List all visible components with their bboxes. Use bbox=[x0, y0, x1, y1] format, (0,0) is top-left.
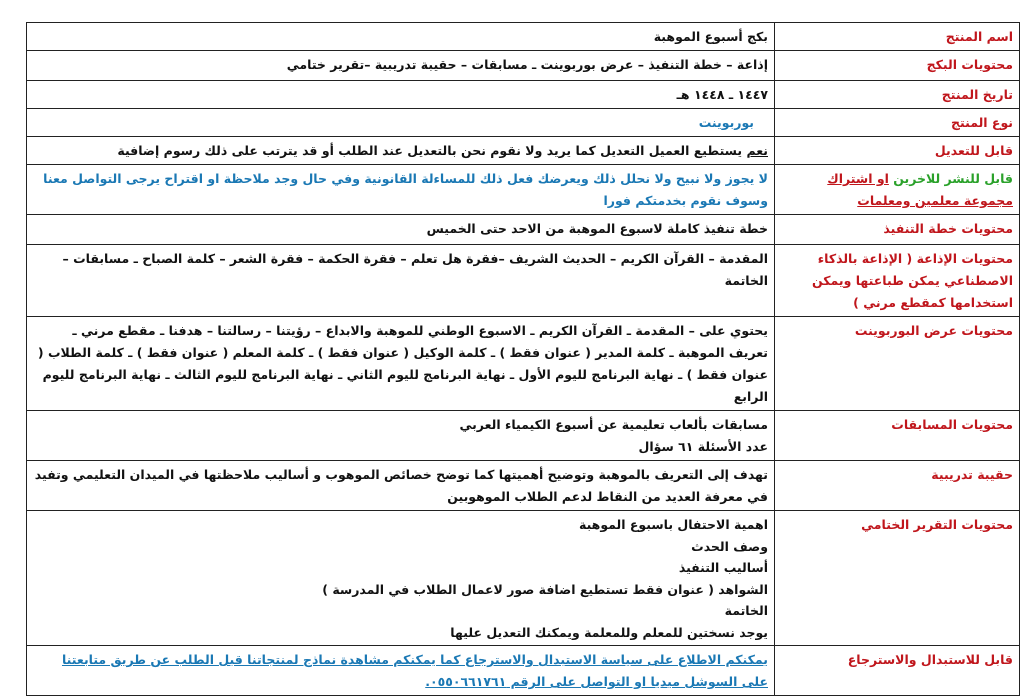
text-line: وسوف نقوم بخدمتكم فورا bbox=[603, 193, 768, 208]
table-row: محتويات التقرير الختامي اهمية الاحتفال ب… bbox=[26, 510, 1020, 646]
row-value: نعم يستطيع العميل التعديل كما يريد ولا ن… bbox=[26, 136, 775, 165]
text-line: اهمية الاحتفال باسبوع الموهبة bbox=[578, 517, 768, 532]
row-value: بوربوينت bbox=[26, 108, 775, 137]
row-label: اسم المنتج bbox=[774, 22, 1020, 51]
row-value: خطة تنفيذ كاملة لاسبوع الموهبة من الاحد … bbox=[26, 214, 775, 245]
text-line: عدد الأسئلة ٦١ سؤال bbox=[638, 439, 768, 454]
table-row: محتويات خطة التنفيذ خطة تنفيذ كاملة لاسب… bbox=[26, 214, 1020, 245]
row-label: محتويات البكج bbox=[774, 50, 1020, 81]
text-line: يوجد نسختين للمعلم وللمعلمة ويمكنك التعد… bbox=[450, 624, 768, 640]
row-label: قابل للاستبدال والاسترجاع bbox=[774, 645, 1020, 696]
text-line: الخاتمة bbox=[724, 603, 768, 618]
row-label: محتويات عرض البوربوينت bbox=[774, 316, 1020, 411]
text-line: وصف الحدث bbox=[691, 538, 768, 554]
table-row: محتويات البكج إذاعة – خطة التنفيذ – عرض … bbox=[26, 50, 1020, 81]
text-line: الشواهد ( عنوان فقط تستطيع اضافة صور لاع… bbox=[322, 581, 768, 597]
text-line: أساليب التنفيذ bbox=[678, 560, 768, 575]
exchange-policy-link[interactable]: يمكنكم الاطلاع على سياسة الاستبدال والاس… bbox=[26, 645, 775, 696]
table-row: محتويات الإذاعة ( الإذاعة بالذكاء الاصطن… bbox=[26, 244, 1020, 317]
label-part: او اشتراك bbox=[827, 171, 889, 186]
table-row: اسم المنتج بكج أسبوع الموهبة bbox=[26, 22, 1020, 51]
table-row: نوع المنتج بوربوينت bbox=[26, 108, 1020, 137]
table-row: تاريخ المنتج ١٤٤٧ ـ ١٤٤٨ هـ bbox=[26, 80, 1020, 109]
row-value: إذاعة – خطة التنفيذ – عرض بوربوينت ـ مسا… bbox=[26, 50, 775, 81]
text-line: مسابقات بألعاب تعليمية عن أسبوع الكيمياء… bbox=[459, 417, 768, 432]
row-label: قابل للنشر للاخرين او اشتراك مجموعة معلم… bbox=[774, 164, 1020, 215]
product-details-table: اسم المنتج بكج أسبوع الموهبة محتويات الب… bbox=[26, 22, 1020, 696]
row-value: اهمية الاحتفال باسبوع الموهبة وصف الحدث … bbox=[26, 510, 775, 646]
table-row: قابل للاستبدال والاسترجاع يمكنكم الاطلاع… bbox=[26, 645, 1020, 696]
row-label: حقيبة تدريبية bbox=[774, 460, 1020, 511]
row-label: محتويات التقرير الختامي bbox=[774, 510, 1020, 646]
table-row: قابل للنشر للاخرين او اشتراك مجموعة معلم… bbox=[26, 164, 1020, 215]
row-label: محتويات الإذاعة ( الإذاعة بالذكاء الاصطن… bbox=[774, 244, 1020, 317]
row-value: ١٤٤٧ ـ ١٤٤٨ هـ bbox=[26, 80, 775, 109]
row-value: يحتوي على – المقدمة ـ القرآن الكريم ـ ال… bbox=[26, 316, 775, 411]
row-value: المقدمة – القرآن الكريم – الحديث الشريف … bbox=[26, 244, 775, 317]
row-label: قابل للتعديل bbox=[774, 136, 1020, 165]
row-label: محتويات خطة التنفيذ bbox=[774, 214, 1020, 245]
row-label: نوع المنتج bbox=[774, 108, 1020, 137]
table-row: محتويات عرض البوربوينت يحتوي على – المقد… bbox=[26, 316, 1020, 411]
table-row: محتويات المسابقات مسابقات بألعاب تعليمية… bbox=[26, 410, 1020, 461]
row-label: تاريخ المنتج bbox=[774, 80, 1020, 109]
text-line: لا يجوز ولا نبيح ولا نحلل ذلك ويعرضك فعل… bbox=[43, 171, 768, 186]
row-value-text: يستطيع العميل التعديل كما يريد ولا نقوم … bbox=[117, 143, 747, 158]
table-row: حقيبة تدريبية تهدف إلى التعريف بالموهبة … bbox=[26, 460, 1020, 511]
row-value: تهدف إلى التعريف بالموهبة وتوضيح أهميتها… bbox=[26, 460, 775, 511]
row-value: لا يجوز ولا نبيح ولا نحلل ذلك ويعرضك فعل… bbox=[26, 164, 775, 215]
row-value: مسابقات بألعاب تعليمية عن أسبوع الكيمياء… bbox=[26, 410, 775, 461]
label-part: مجموعة معلمين ومعلمات bbox=[857, 193, 1013, 208]
row-label: محتويات المسابقات bbox=[774, 410, 1020, 461]
row-value: بكج أسبوع الموهبة bbox=[26, 22, 775, 51]
label-part: قابل للنشر للاخرين bbox=[893, 171, 1013, 186]
table-row: قابل للتعديل نعم يستطيع العميل التعديل ك… bbox=[26, 136, 1020, 165]
yes-text: نعم bbox=[746, 143, 768, 158]
